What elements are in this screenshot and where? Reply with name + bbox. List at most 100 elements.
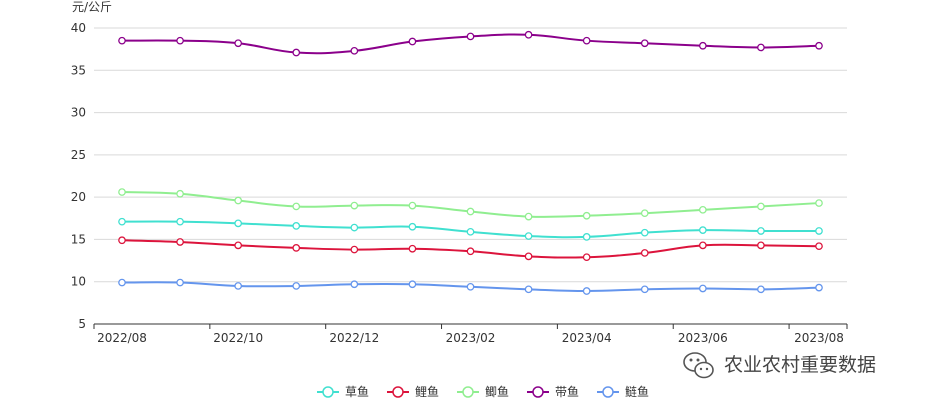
y-tick-label: 25: [71, 148, 86, 162]
data-point: [466, 32, 475, 41]
data-point: [234, 241, 243, 250]
data-point: [350, 280, 359, 289]
series-lines: [118, 30, 823, 295]
data-point: [176, 217, 184, 226]
data-point: [757, 227, 765, 235]
legend-swatch-marker: [462, 386, 474, 398]
data-point: [757, 202, 765, 211]
watermark: 农业农村重要数据: [683, 352, 876, 379]
x-tick-label: 2023/06: [678, 331, 728, 345]
x-axis: 2022/08 2022/10 2022/12 2023/02 2023/04 2023/…: [93, 323, 848, 345]
watermark-text: 农业农村重要数据: [724, 354, 876, 376]
legend-swatch-marker: [532, 386, 544, 398]
data-point: [350, 201, 359, 210]
x-tick-label: 2023/08: [794, 331, 844, 345]
data-point: [582, 211, 591, 220]
legend: 草鱼 鲤鱼 鲫鱼 带鱼 鲢鱼: [317, 384, 649, 399]
x-tick-label: 2022/12: [329, 331, 379, 345]
legend-item: 鲫鱼: [457, 385, 509, 399]
data-point: [582, 36, 591, 45]
y-axis-title: 元/公斤: [72, 0, 112, 14]
data-point: [524, 252, 533, 261]
data-point: [118, 188, 126, 196]
data-point: [757, 241, 765, 250]
y-tick-label: 5: [78, 317, 86, 331]
series-草鱼: [118, 217, 823, 241]
data-point: [292, 282, 301, 290]
legend-item: 带鱼: [527, 385, 579, 399]
legend-item: 草鱼: [317, 385, 369, 399]
data-point: [582, 253, 591, 262]
data-point: [292, 244, 301, 252]
data-point: [524, 212, 533, 221]
data-point: [815, 41, 823, 50]
data-point: [698, 41, 707, 50]
y-tick-label: 40: [71, 21, 86, 35]
data-point: [292, 222, 301, 230]
data-point: [640, 209, 649, 218]
series-鲢鱼: [118, 278, 823, 295]
data-point: [698, 284, 707, 293]
data-point: [582, 233, 591, 241]
data-point: [815, 283, 823, 292]
data-point: [815, 227, 823, 235]
data-point: [234, 219, 243, 228]
data-point: [408, 280, 417, 289]
data-point: [118, 217, 126, 226]
series-鲫鱼: [118, 188, 823, 221]
data-point: [815, 242, 823, 251]
y-tick-label: 10: [71, 275, 86, 289]
data-point: [466, 282, 475, 291]
x-tick-label: 2023/04: [562, 331, 612, 345]
series-带鱼: [118, 30, 823, 57]
data-point: [292, 202, 301, 211]
data-point: [176, 36, 184, 45]
data-point: [292, 48, 301, 57]
data-point: [640, 285, 649, 294]
y-tick-label: 20: [71, 190, 86, 204]
y-tick-label: 15: [71, 232, 86, 246]
legend-swatch-marker: [322, 386, 334, 398]
data-point: [698, 226, 707, 234]
x-tick-label: 2022/08: [97, 331, 147, 345]
data-point: [176, 238, 184, 246]
data-point: [118, 36, 126, 45]
data-point: [118, 278, 126, 287]
wechat-icon: [683, 352, 714, 379]
data-point: [408, 222, 417, 231]
data-point: [408, 244, 417, 253]
x-tick-label: 2023/02: [446, 331, 496, 345]
legend-swatch-marker: [392, 386, 404, 398]
data-point: [118, 236, 126, 245]
legend-label: 带鱼: [555, 385, 579, 399]
data-point: [234, 282, 243, 290]
legend-item: 鲤鱼: [387, 385, 439, 399]
x-tick-label: 2022/10: [213, 331, 263, 345]
data-point: [234, 39, 243, 48]
series-鲤鱼: [118, 236, 823, 262]
data-point: [640, 39, 649, 48]
data-point: [640, 249, 649, 257]
data-point: [408, 201, 417, 210]
data-point: [524, 232, 533, 240]
data-point: [815, 199, 823, 207]
legend-swatch-marker: [602, 386, 614, 398]
data-point: [698, 205, 707, 214]
data-point: [698, 241, 707, 250]
grid-lines: [94, 27, 847, 283]
y-axis: 5 10 15 20 25 30 35 40: [71, 21, 86, 331]
y-tick-label: 30: [71, 106, 86, 120]
data-point: [466, 207, 475, 216]
legend-label: 鲤鱼: [415, 385, 439, 399]
data-point: [350, 223, 359, 232]
data-point: [350, 245, 359, 254]
legend-label: 鲫鱼: [485, 385, 509, 399]
data-point: [234, 196, 243, 205]
legend-label: 鲢鱼: [625, 384, 649, 399]
legend-item: 鲢鱼: [597, 384, 649, 399]
legend-label: 草鱼: [345, 385, 369, 399]
data-point: [176, 189, 184, 198]
data-point: [524, 30, 533, 39]
data-point: [524, 285, 533, 294]
data-point: [582, 287, 591, 295]
